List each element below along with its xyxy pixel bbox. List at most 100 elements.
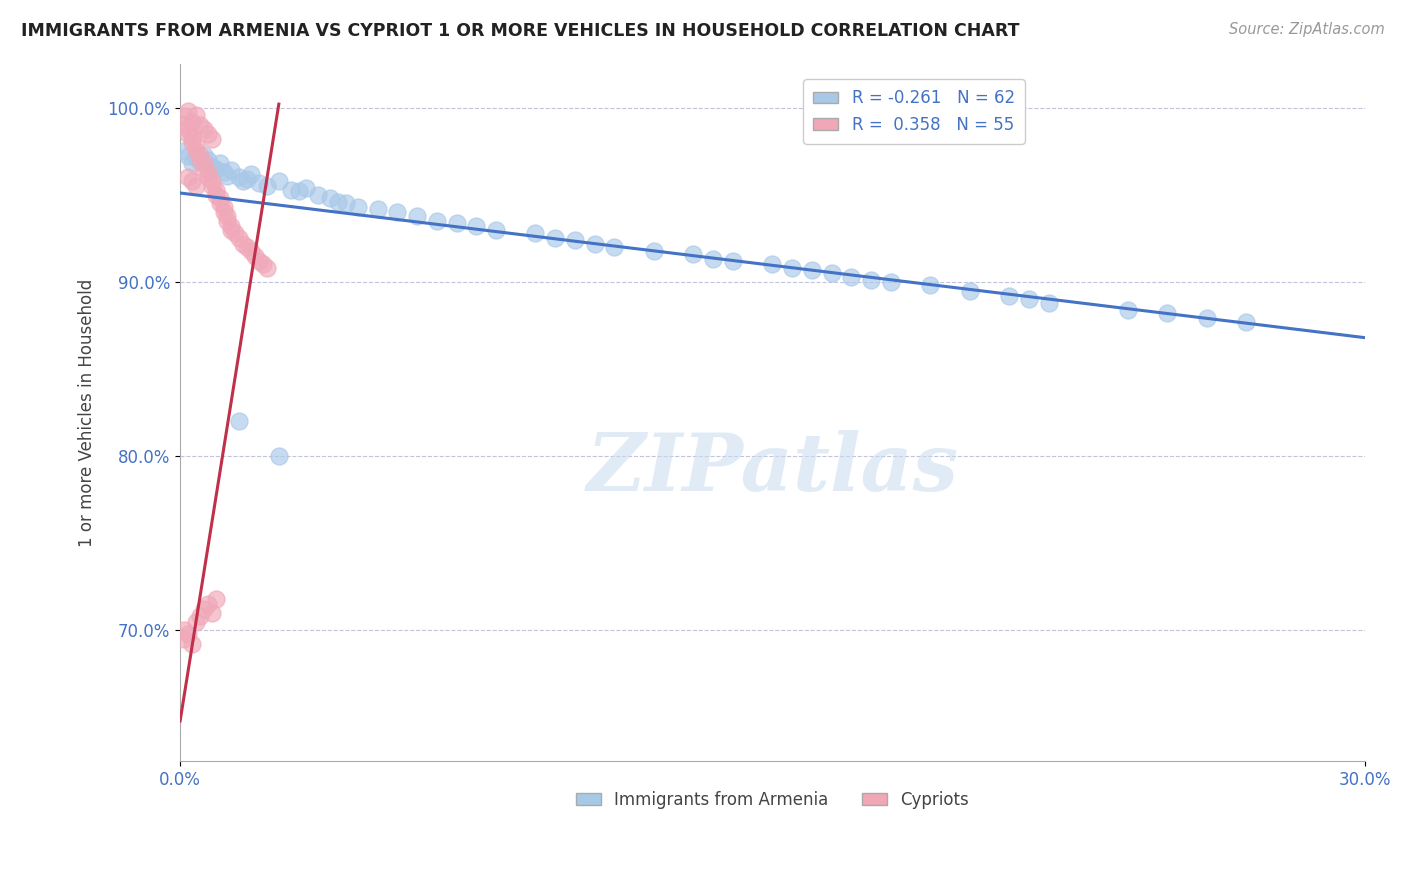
Point	[232, 236, 254, 251]
Point	[201, 132, 224, 146]
Point	[184, 151, 207, 165]
Point	[173, 632, 195, 646]
Point	[188, 154, 211, 169]
Point	[221, 219, 243, 233]
Point	[201, 160, 224, 174]
Point	[280, 182, 302, 196]
Point	[184, 139, 207, 153]
Point	[217, 214, 239, 228]
Point	[181, 174, 204, 188]
Point	[193, 161, 215, 176]
Point	[335, 196, 357, 211]
Point	[860, 273, 883, 287]
Point	[197, 127, 219, 141]
Point	[998, 289, 1021, 303]
Point	[181, 136, 204, 150]
Point	[243, 249, 266, 263]
Point	[841, 269, 863, 284]
Point	[603, 240, 626, 254]
Point	[184, 144, 207, 158]
Point	[761, 257, 783, 271]
Point	[236, 172, 259, 186]
Point	[1116, 302, 1139, 317]
Point	[193, 121, 215, 136]
Point	[201, 174, 224, 188]
Point	[465, 219, 488, 233]
Point	[208, 191, 231, 205]
Point	[197, 597, 219, 611]
Point	[319, 191, 342, 205]
Point	[256, 179, 278, 194]
Point	[173, 118, 195, 132]
Point	[240, 167, 263, 181]
Point	[228, 414, 250, 428]
Text: IMMIGRANTS FROM ARMENIA VS CYPRIOT 1 OR MORE VEHICLES IN HOUSEHOLD CORRELATION C: IMMIGRANTS FROM ARMENIA VS CYPRIOT 1 OR …	[21, 22, 1019, 40]
Point	[524, 226, 547, 240]
Point	[426, 214, 449, 228]
Point	[682, 247, 704, 261]
Point	[197, 165, 219, 179]
Point	[1018, 293, 1040, 307]
Point	[188, 153, 211, 167]
Point	[184, 615, 207, 629]
Point	[217, 169, 239, 183]
Point	[1038, 295, 1060, 310]
Point	[256, 260, 278, 275]
Point	[1195, 311, 1218, 326]
Point	[406, 209, 429, 223]
Point	[208, 156, 231, 170]
Point	[1156, 306, 1178, 320]
Point	[193, 147, 215, 161]
Point	[267, 449, 290, 463]
Point	[485, 222, 508, 236]
Point	[193, 156, 215, 170]
Point	[236, 240, 259, 254]
Point	[173, 109, 195, 123]
Point	[204, 187, 226, 202]
Point	[188, 609, 211, 624]
Point	[387, 205, 409, 219]
Point	[307, 187, 329, 202]
Point	[181, 156, 204, 170]
Point	[221, 222, 243, 236]
Point	[208, 196, 231, 211]
Point	[232, 174, 254, 188]
Text: ZIPatlas: ZIPatlas	[586, 430, 959, 507]
Point	[252, 257, 274, 271]
Point	[1234, 315, 1257, 329]
Point	[780, 260, 803, 275]
Y-axis label: 1 or more Vehicles in Household: 1 or more Vehicles in Household	[79, 278, 96, 547]
Point	[193, 602, 215, 616]
Point	[177, 627, 200, 641]
Point	[212, 200, 235, 214]
Point	[197, 153, 219, 167]
Point	[201, 606, 224, 620]
Point	[721, 254, 744, 268]
Point	[204, 161, 226, 176]
Point	[959, 284, 981, 298]
Point	[583, 236, 606, 251]
Point	[800, 262, 823, 277]
Point	[920, 278, 942, 293]
Point	[204, 592, 226, 607]
Point	[346, 200, 368, 214]
Point	[173, 624, 195, 638]
Point	[247, 254, 270, 268]
Point	[204, 182, 226, 196]
Point	[181, 114, 204, 128]
Point	[267, 174, 290, 188]
Point	[177, 127, 200, 141]
Point	[177, 104, 200, 119]
Point	[177, 149, 200, 163]
Point	[173, 144, 195, 158]
Point	[564, 233, 586, 247]
Point	[212, 205, 235, 219]
Point	[188, 118, 211, 132]
Point	[188, 147, 211, 161]
Point	[247, 176, 270, 190]
Point	[228, 170, 250, 185]
Point	[544, 231, 567, 245]
Point	[240, 244, 263, 258]
Point	[184, 179, 207, 194]
Point	[295, 181, 318, 195]
